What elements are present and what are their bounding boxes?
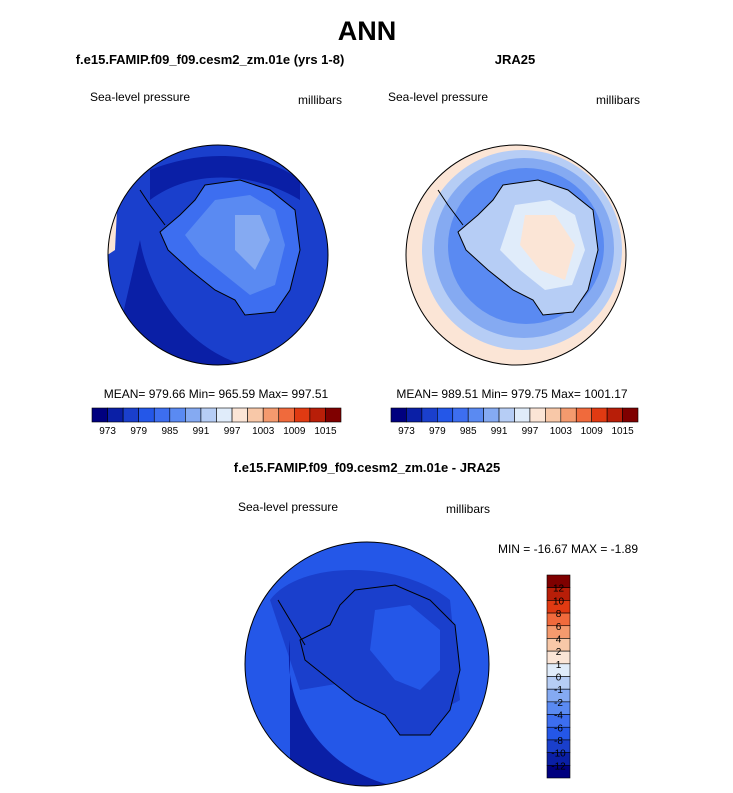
colorbar-box [138,407,155,423]
variable-label: Sea-level pressure [90,90,190,104]
colorbar-label: 997 [224,426,241,437]
colorbar-box [606,407,623,423]
colorbar-box [216,407,233,423]
colorbar-label: -1 [554,685,563,696]
colorbar-box [262,407,280,423]
panel-title: JRA25 [495,52,535,67]
colorbar-label: 1003 [252,426,275,437]
colorbar-label: 997 [522,426,539,437]
colorbar-box [421,407,438,423]
colorbar-label: -6 [554,723,563,734]
variable-label: Sea-level pressure [388,90,488,104]
colorbar-label: -8 [554,736,563,747]
colorbar-box [437,407,454,423]
colorbar-box [575,407,592,423]
colorbar-box [514,407,531,423]
colorbar-box [309,407,326,423]
colorbar-label: 12 [553,584,565,595]
colorbar-label: 4 [556,634,562,645]
colorbar-box [591,407,608,423]
colorbar-box [107,407,124,423]
colorbar-label: 985 [460,426,477,437]
colorbar-box [452,407,469,423]
units-label: millibars [596,93,640,107]
colorbar-box [247,407,264,423]
stats: MEAN= 979.66 Min= 965.59 Max= 997.51 [104,387,329,401]
map [245,542,489,786]
colorbar-box [545,407,562,423]
colorbar-box [529,407,546,423]
figure-title: ANN [338,16,397,46]
map-border [405,144,627,366]
colorbar-box [231,407,248,423]
colorbar-box [294,407,311,423]
colorbar-label: 1015 [314,426,337,437]
units-label: millibars [298,93,342,107]
colorbar-label: 1009 [283,426,306,437]
colorbar-label: 10 [553,596,565,607]
colorbar-box [390,407,407,423]
colorbar-box [169,407,186,423]
colorbar-label: -2 [554,698,563,709]
colorbar-box [406,407,423,423]
colorbar-box [560,407,577,423]
colorbar-label: 991 [193,426,210,437]
colorbar-label: 1015 [611,426,634,437]
stats: MIN = -16.67 MAX = -1.89 [498,542,638,556]
colorbar-label: 0 [556,673,562,684]
colorbar-label: 985 [161,426,178,437]
colorbar-label: -12 [551,761,566,772]
panel-title: f.e15.FAMIP.f09_f09.cesm2_zm.01e - JRA25 [234,460,500,475]
colorbar-box [200,407,217,423]
colorbar-label: 1003 [550,426,573,437]
colorbar-box [153,407,171,423]
panel-title: f.e15.FAMIP.f09_f09.cesm2_zm.01e (yrs 1-… [76,52,345,67]
colorbar-box [622,407,639,423]
colorbar-box [498,407,515,423]
map [406,145,626,365]
colorbar-label: 979 [429,426,446,437]
colorbar-box [185,407,202,423]
variable-label: Sea-level pressure [238,500,338,514]
colorbar-box [91,407,108,423]
colorbar-label: 1009 [581,426,604,437]
map-border [107,144,329,366]
colorbar-label: 1 [556,660,562,671]
colorbar-label: 973 [99,426,116,437]
colorbar-box [122,407,139,423]
colorbar-box [467,407,484,423]
colorbar-label: 991 [491,426,508,437]
stats: MEAN= 989.51 Min= 979.75 Max= 1001.17 [396,387,627,401]
colorbar-box [278,407,295,423]
colorbar-label: -10 [551,749,566,760]
colorbar-label: 8 [556,609,562,620]
colorbar-label: 973 [398,426,415,437]
map-border [244,541,490,787]
colorbar-label: -4 [554,711,563,722]
colorbar-box [325,407,342,423]
colorbar-box [546,765,571,779]
colorbar-label: 6 [556,622,562,633]
colorbar-label: 2 [556,647,562,658]
units-label: millibars [446,502,490,516]
map [108,145,328,365]
colorbar-label: 979 [130,426,147,437]
colorbar-box [483,407,500,423]
